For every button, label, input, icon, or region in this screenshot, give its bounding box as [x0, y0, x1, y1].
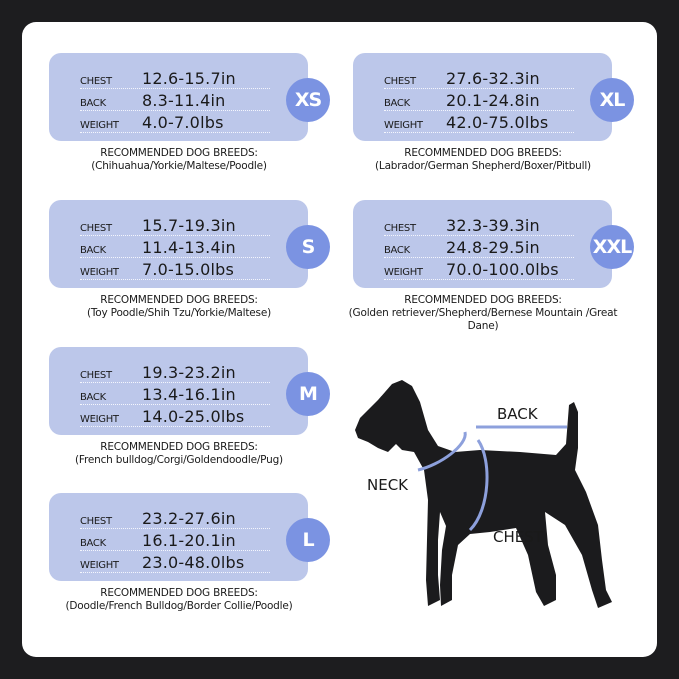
weight-label: WEIGHT [80, 120, 119, 131]
weight-label: WEIGHT [80, 414, 119, 425]
chest-label: CHEST [384, 223, 416, 234]
weight-value: 23.0-48.0lbs [142, 553, 245, 572]
weight-row: WEIGHT 14.0-25.0lbs [80, 407, 270, 427]
breeds-list: (Golden retriever/Shepherd/Bernese Mount… [348, 307, 618, 332]
recommended-breeds: RECOMMENDED DOG BREEDS: (French bulldog/C… [34, 441, 324, 467]
back-value: 8.3-11.4in [142, 91, 226, 110]
weight-value: 70.0-100.0lbs [446, 260, 559, 279]
back-row: BACK 24.8-29.5in [384, 238, 574, 258]
back-row: BACK 8.3-11.4in [80, 91, 270, 111]
breeds-heading: RECOMMENDED DOG BREEDS: [100, 294, 258, 306]
chest-row: CHEST 12.6-15.7in [80, 69, 270, 89]
dog-silhouette [355, 380, 612, 608]
breeds-heading: RECOMMENDED DOG BREEDS: [404, 147, 562, 159]
weight-value: 42.0-75.0lbs [446, 113, 549, 132]
weight-row: WEIGHT 42.0-75.0lbs [384, 113, 574, 133]
chest-row: CHEST 23.2-27.6in [80, 509, 270, 529]
back-row: BACK 13.4-16.1in [80, 385, 270, 405]
weight-label: WEIGHT [80, 267, 119, 278]
weight-row: WEIGHT 7.0-15.0lbs [80, 260, 270, 280]
chest-measure-loop [468, 439, 489, 532]
chest-row: CHEST 32.3-39.3in [384, 216, 574, 236]
chest-value: 15.7-19.3in [142, 216, 236, 235]
size-card-xxl: CHEST 32.3-39.3in BACK 24.8-29.5in WEIGH… [353, 200, 634, 288]
recommended-breeds: RECOMMENDED DOG BREEDS: (Toy Poodle/Shih … [34, 294, 324, 320]
chest-row: CHEST 15.7-19.3in [80, 216, 270, 236]
chest-value: 19.3-23.2in [142, 363, 236, 382]
size-badge: XXL [590, 225, 634, 269]
back-value: 16.1-20.1in [142, 531, 236, 550]
recommended-breeds: RECOMMENDED DOG BREEDS: (Labrador/German … [338, 147, 628, 173]
weight-row: WEIGHT 23.0-48.0lbs [80, 553, 270, 573]
chest-row: CHEST 27.6-32.3in [384, 69, 574, 89]
back-value: 20.1-24.8in [446, 91, 540, 110]
chest-label: CHEST [384, 76, 416, 87]
chest-value: 23.2-27.6in [142, 509, 236, 528]
breeds-heading: RECOMMENDED DOG BREEDS: [100, 147, 258, 159]
back-label: BACK [80, 538, 106, 549]
weight-label: WEIGHT [384, 267, 423, 278]
chest-value: 12.6-15.7in [142, 69, 236, 88]
weight-label: WEIGHT [80, 560, 119, 571]
back-value: 24.8-29.5in [446, 238, 540, 257]
size-card-xl: CHEST 27.6-32.3in BACK 20.1-24.8in WEIGH… [353, 53, 634, 141]
size-badge: L [286, 518, 330, 562]
size-card-l: CHEST 23.2-27.6in BACK 16.1-20.1in WEIGH… [49, 493, 330, 581]
breeds-list: (Toy Poodle/Shih Tzu/Yorkie/Maltese) [86, 307, 271, 319]
size-badge: XL [590, 78, 634, 122]
chest-value: 27.6-32.3in [446, 69, 540, 88]
size-badge: M [286, 372, 330, 416]
back-label: BACK [497, 405, 538, 423]
back-row: BACK 20.1-24.8in [384, 91, 574, 111]
chest-row: CHEST 19.3-23.2in [80, 363, 270, 383]
back-label: BACK [384, 98, 410, 109]
breeds-heading: RECOMMENDED DOG BREEDS: [100, 587, 258, 599]
back-label: BACK [80, 245, 106, 256]
back-label: BACK [80, 98, 106, 109]
size-card-xs: CHEST 12.6-15.7in BACK 8.3-11.4in WEIGHT… [49, 53, 330, 141]
breeds-heading: RECOMMENDED DOG BREEDS: [100, 441, 258, 453]
weight-row: WEIGHT 70.0-100.0lbs [384, 260, 574, 280]
back-label: BACK [80, 392, 106, 403]
breeds-heading: RECOMMENDED DOG BREEDS: [404, 294, 562, 306]
chest-value: 32.3-39.3in [446, 216, 540, 235]
breeds-list: (French bulldog/Corgi/Goldendoodle/Pug) [75, 454, 283, 466]
weight-value: 7.0-15.0lbs [142, 260, 234, 279]
size-badge: XS [286, 78, 330, 122]
back-row: BACK 11.4-13.4in [80, 238, 270, 258]
breeds-list: (Labrador/German Shepherd/Boxer/Pitbull) [375, 160, 591, 172]
neck-measure-loop [417, 431, 467, 472]
recommended-breeds: RECOMMENDED DOG BREEDS: (Doodle/French Bu… [34, 587, 324, 613]
chest-label: CHEST [80, 370, 112, 381]
weight-label: WEIGHT [384, 120, 423, 131]
recommended-breeds: RECOMMENDED DOG BREEDS: (Chihuahua/Yorkie… [34, 147, 324, 173]
back-value: 11.4-13.4in [142, 238, 236, 257]
chest-label: CHEST [80, 223, 112, 234]
neck-label: NECK [367, 476, 409, 494]
size-badge: S [286, 225, 330, 269]
breeds-list: (Chihuahua/Yorkie/Maltese/Poodle) [91, 160, 267, 172]
chest-label: CHEST [493, 528, 543, 546]
weight-row: WEIGHT 4.0-7.0lbs [80, 113, 270, 133]
weight-value: 4.0-7.0lbs [142, 113, 224, 132]
chest-label: CHEST [80, 516, 112, 527]
recommended-breeds: RECOMMENDED DOG BREEDS: (Golden retriever… [338, 294, 628, 333]
back-row: BACK 16.1-20.1in [80, 531, 270, 551]
weight-value: 14.0-25.0lbs [142, 407, 245, 426]
back-label: BACK [384, 245, 410, 256]
chest-label: CHEST [80, 76, 112, 87]
size-card-s: CHEST 15.7-19.3in BACK 11.4-13.4in WEIGH… [49, 200, 330, 288]
breeds-list: (Doodle/French Bulldog/Border Collie/Poo… [65, 600, 293, 612]
back-value: 13.4-16.1in [142, 385, 236, 404]
size-card-m: CHEST 19.3-23.2in BACK 13.4-16.1in WEIGH… [49, 347, 330, 435]
